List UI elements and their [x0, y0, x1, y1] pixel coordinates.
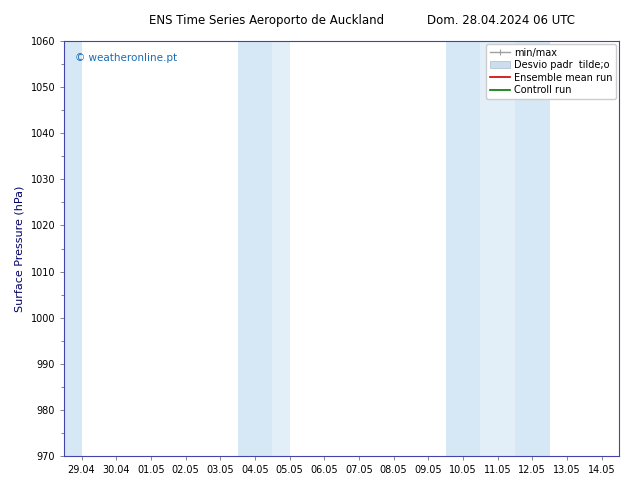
Text: ENS Time Series Aeroporto de Auckland: ENS Time Series Aeroporto de Auckland: [149, 14, 384, 27]
Text: Dom. 28.04.2024 06 UTC: Dom. 28.04.2024 06 UTC: [427, 14, 575, 27]
Legend: min/max, Desvio padr  tilde;o, Ensemble mean run, Controll run: min/max, Desvio padr tilde;o, Ensemble m…: [486, 44, 616, 99]
Bar: [446, 41, 481, 456]
Bar: [64, 41, 82, 456]
Bar: [272, 41, 290, 456]
Bar: [481, 41, 515, 456]
Y-axis label: Surface Pressure (hPa): Surface Pressure (hPa): [15, 185, 25, 312]
Bar: [515, 41, 550, 456]
Bar: [238, 41, 272, 456]
Text: © weatheronline.pt: © weatheronline.pt: [75, 53, 178, 64]
